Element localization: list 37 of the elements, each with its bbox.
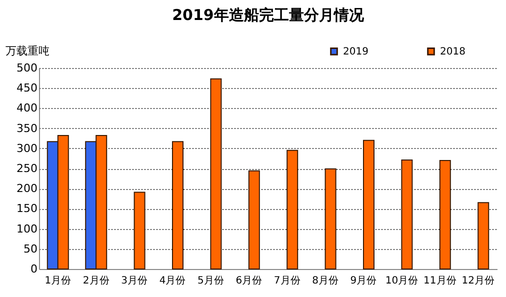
bar	[439, 160, 451, 270]
y-tick-label: 400	[16, 102, 38, 115]
x-tick-label: 1月份	[44, 276, 72, 286]
x-tick-label: 12月份	[462, 276, 494, 286]
bar	[478, 202, 490, 270]
bar	[248, 170, 260, 270]
legend-label: 2019	[343, 46, 368, 58]
x-tick-label: 10月份	[385, 276, 418, 286]
bar	[286, 150, 298, 270]
y-tick-label: 350	[16, 122, 38, 135]
bar	[362, 140, 374, 270]
x-tick-label: 5月份	[198, 276, 224, 286]
bar	[324, 168, 336, 270]
y-tick-label: 450	[16, 82, 38, 95]
x-tick-label: 7月份	[274, 276, 300, 286]
y-tick-label: 150	[16, 202, 38, 216]
y-tick-label: 50	[24, 242, 38, 256]
x-tick-label: 8月份	[312, 276, 338, 286]
y-tick-label: 200	[16, 182, 38, 196]
bar	[210, 78, 222, 270]
y-tick-label: 300	[16, 142, 38, 155]
bar	[401, 160, 413, 270]
y-axis-title: 万载重吨	[6, 44, 50, 58]
y-tick-label: 100	[16, 222, 38, 236]
chart-title: 2019年造船完工量分月情况	[172, 6, 365, 24]
bar	[172, 141, 184, 270]
x-tick-label: 2月份	[82, 276, 110, 286]
x-tick-label: 11月份	[424, 276, 456, 286]
x-tick-label: 3月份	[121, 276, 148, 286]
y-tick-label: 0	[30, 262, 38, 276]
x-tick-label: 4月份	[159, 276, 186, 286]
bar	[134, 192, 146, 270]
y-tick-label: 500	[16, 62, 38, 74]
legend-label: 2018	[440, 46, 466, 58]
y-tick-label: 250	[16, 162, 38, 175]
x-tick-label: 6月份	[236, 276, 262, 286]
x-tick-label: 9月份	[350, 276, 377, 286]
